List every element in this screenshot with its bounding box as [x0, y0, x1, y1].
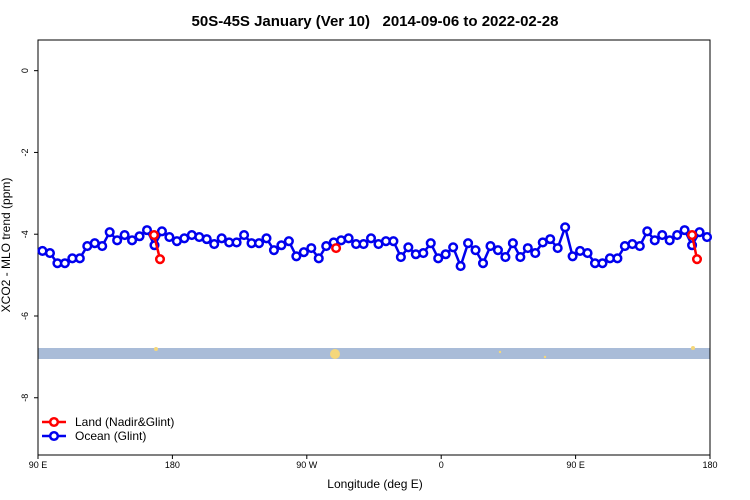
- chart-title: 50S-45S January (Ver 10) 2014-09-06 to 2…: [192, 13, 559, 30]
- data-point: [477, 258, 489, 269]
- legend-marker: [48, 416, 60, 428]
- data-point: [649, 235, 660, 246]
- x-tick-label: 90 E: [29, 460, 48, 470]
- data-point: [395, 252, 406, 263]
- data-point: [209, 238, 220, 250]
- data-point: [268, 245, 279, 256]
- data-point: [507, 238, 518, 249]
- data-point: [313, 253, 324, 264]
- data-point: [119, 229, 130, 241]
- data-point: [104, 227, 115, 238]
- data-point: [492, 245, 503, 256]
- land-spot: [154, 347, 158, 351]
- data-point: [612, 253, 623, 264]
- land-spot: [498, 350, 502, 354]
- data-point: [664, 235, 675, 246]
- y-tick-label: -8: [20, 394, 30, 402]
- data-point: [112, 235, 123, 246]
- data-point: [298, 247, 309, 258]
- data-point: [485, 241, 496, 252]
- data-point: [59, 258, 70, 269]
- data-point: [201, 234, 212, 245]
- data-point: [141, 225, 153, 236]
- y-tick-label: -4: [20, 230, 30, 238]
- x-axis-label: Longitude (deg E): [327, 477, 422, 491]
- land-spot: [691, 346, 695, 350]
- legend-label: Land (Nadir&Glint): [75, 415, 174, 429]
- surface-strip: [38, 346, 710, 359]
- data-point: [691, 254, 703, 265]
- data-point: [425, 238, 436, 249]
- data-point: [597, 258, 608, 269]
- data-point: [358, 238, 369, 250]
- data-point: [500, 252, 511, 263]
- land-spot: [543, 355, 547, 359]
- data-point: [343, 233, 354, 244]
- data-point: [657, 229, 668, 241]
- data-point: [321, 241, 332, 252]
- data-point: [470, 245, 481, 256]
- plot-frame: [37, 39, 711, 456]
- data-point: [560, 222, 571, 233]
- data-point: [365, 233, 377, 244]
- data-point: [283, 236, 294, 247]
- data-point: [156, 226, 167, 237]
- data-point: [545, 234, 556, 245]
- surface-band: [38, 348, 710, 359]
- data-point: [306, 243, 317, 254]
- data-point: [403, 242, 414, 253]
- x-tick-label: 180: [702, 460, 717, 470]
- data-point: [522, 243, 533, 254]
- data-point: [448, 242, 459, 253]
- x-tick-label: 90 E: [566, 460, 585, 470]
- data-point: [440, 249, 451, 260]
- data-point: [291, 251, 302, 262]
- data-point: [216, 233, 227, 244]
- data-point: [455, 261, 466, 272]
- y-tick-label: -6: [20, 312, 30, 320]
- data-point: [567, 251, 578, 262]
- data-point: [261, 233, 272, 244]
- data-point: [515, 252, 526, 263]
- data-point: [552, 243, 563, 254]
- data-point: [672, 229, 683, 241]
- y-tick-label: 0: [20, 68, 30, 73]
- data-point: [687, 229, 698, 241]
- y-axis-label: XCO2 - MLO trend (ppm): [0, 178, 13, 313]
- data-point: [418, 247, 429, 259]
- data-point: [701, 232, 713, 243]
- data-point: [331, 243, 342, 254]
- data-point: [154, 254, 166, 265]
- land-spot: [330, 349, 340, 359]
- legend-marker: [48, 430, 60, 442]
- data-point: [97, 241, 108, 252]
- data-point: [253, 238, 265, 249]
- data-point: [74, 253, 85, 264]
- data-point: [530, 247, 541, 259]
- data-point: [164, 232, 175, 243]
- data-point: [231, 237, 242, 248]
- data-point: [148, 229, 160, 241]
- data-point: [679, 225, 690, 236]
- x-tick-label: 90 W: [296, 460, 318, 470]
- x-tick-label: 0: [439, 460, 444, 470]
- data-point: [433, 253, 444, 264]
- data-point: [276, 240, 287, 251]
- data-point: [463, 238, 474, 249]
- data-point: [239, 229, 250, 241]
- data-point: [642, 226, 653, 237]
- legend-label: Ocean (Glint): [75, 429, 146, 443]
- x-tick-label: 180: [165, 460, 180, 470]
- data-point: [44, 247, 55, 259]
- data-point: [388, 236, 399, 247]
- data-point: [634, 241, 645, 252]
- y-tick-label: -2: [20, 148, 30, 156]
- data-point: [134, 231, 145, 242]
- data-point: [582, 247, 593, 259]
- data-point: [127, 235, 138, 246]
